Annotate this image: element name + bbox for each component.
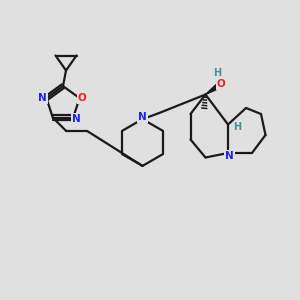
Polygon shape: [206, 83, 220, 94]
Text: H: H: [233, 122, 242, 133]
Text: N: N: [138, 112, 147, 122]
Text: O: O: [216, 79, 225, 89]
Text: N: N: [225, 151, 234, 161]
Text: O: O: [78, 93, 86, 103]
Text: N: N: [72, 114, 81, 124]
Text: H: H: [213, 68, 221, 78]
Text: N: N: [38, 93, 47, 103]
